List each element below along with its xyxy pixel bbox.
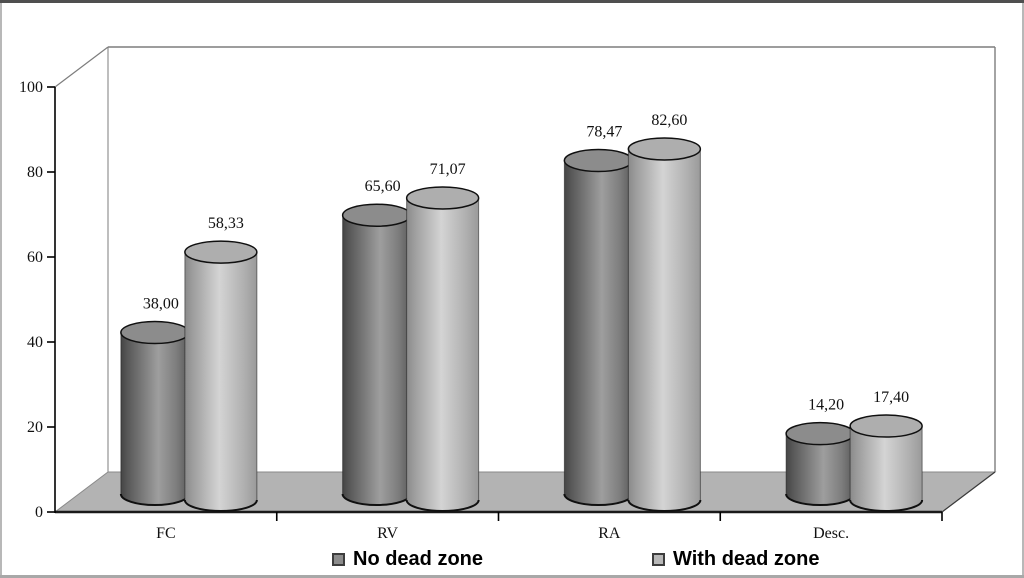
bar-cylinder-top <box>627 137 702 161</box>
bar-value-label: 82,60 <box>651 112 687 129</box>
bar-cylinder-top <box>120 320 190 345</box>
bar-cylinder-bottom-arc <box>405 499 480 512</box>
frame-diagonal-top-left <box>54 46 109 88</box>
x-category-label: RV <box>377 525 398 542</box>
y-tick-label: 0 <box>35 504 43 521</box>
y-tick-label: 100 <box>19 79 43 96</box>
y-tick-label: 20 <box>27 419 43 436</box>
bar-value-label: 65,60 <box>365 178 401 195</box>
y-tick-label: 40 <box>27 334 43 351</box>
bar-cylinder-top <box>405 186 480 210</box>
bar-value-label: 78,47 <box>586 124 622 141</box>
x-category-label: Desc. <box>813 525 849 542</box>
bar-cylinder-bottom-arc <box>627 499 702 512</box>
bar-cylinder-body <box>849 425 923 512</box>
x-category-label: FC <box>156 525 176 542</box>
y-tick-label: 80 <box>27 164 43 181</box>
bar-cylinder-top <box>849 414 923 438</box>
bar-cylinder-body <box>342 214 412 506</box>
bar-cylinder-body <box>627 148 701 512</box>
bar-value-label: 17,40 <box>873 389 909 406</box>
floor-right-edge <box>941 471 996 513</box>
bar-value-label: 58,33 <box>208 215 244 232</box>
bar-cylinder-top <box>341 203 412 227</box>
bar-cylinder-bottom-arc <box>849 499 924 512</box>
bar-cylinder-body <box>120 332 190 506</box>
bar-cylinder-body <box>184 251 258 512</box>
bar-cylinder-top <box>563 148 634 173</box>
bar-cylinder-body <box>563 160 633 506</box>
bar-value-label: 38,00 <box>143 296 179 313</box>
y-tick-label: 60 <box>27 249 43 266</box>
bar-cylinder-bottom-arc <box>183 499 258 512</box>
bar-cylinder-top <box>785 421 855 446</box>
bar-cylinder-top <box>184 240 258 264</box>
x-category-label: RA <box>598 525 621 542</box>
bar-value-label: 14,20 <box>808 397 844 414</box>
bar-cylinder-body <box>406 197 480 512</box>
bar-value-label: 71,07 <box>430 161 466 178</box>
